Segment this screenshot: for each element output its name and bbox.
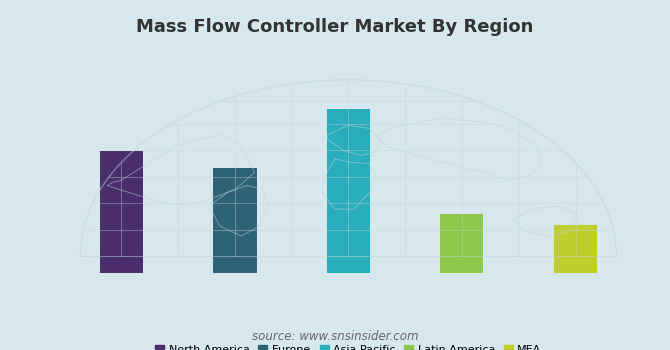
Bar bbox=[100, 151, 143, 273]
Bar bbox=[214, 168, 257, 273]
Legend: North America, Europe, Asia Pacific, Latin America, MEA: North America, Europe, Asia Pacific, Lat… bbox=[151, 341, 546, 350]
Bar bbox=[553, 225, 597, 273]
Text: source: www.snsinsider.com: source: www.snsinsider.com bbox=[252, 330, 418, 343]
Bar bbox=[440, 214, 483, 273]
Text: Mass Flow Controller Market By Region: Mass Flow Controller Market By Region bbox=[136, 18, 534, 35]
Bar bbox=[327, 109, 370, 273]
